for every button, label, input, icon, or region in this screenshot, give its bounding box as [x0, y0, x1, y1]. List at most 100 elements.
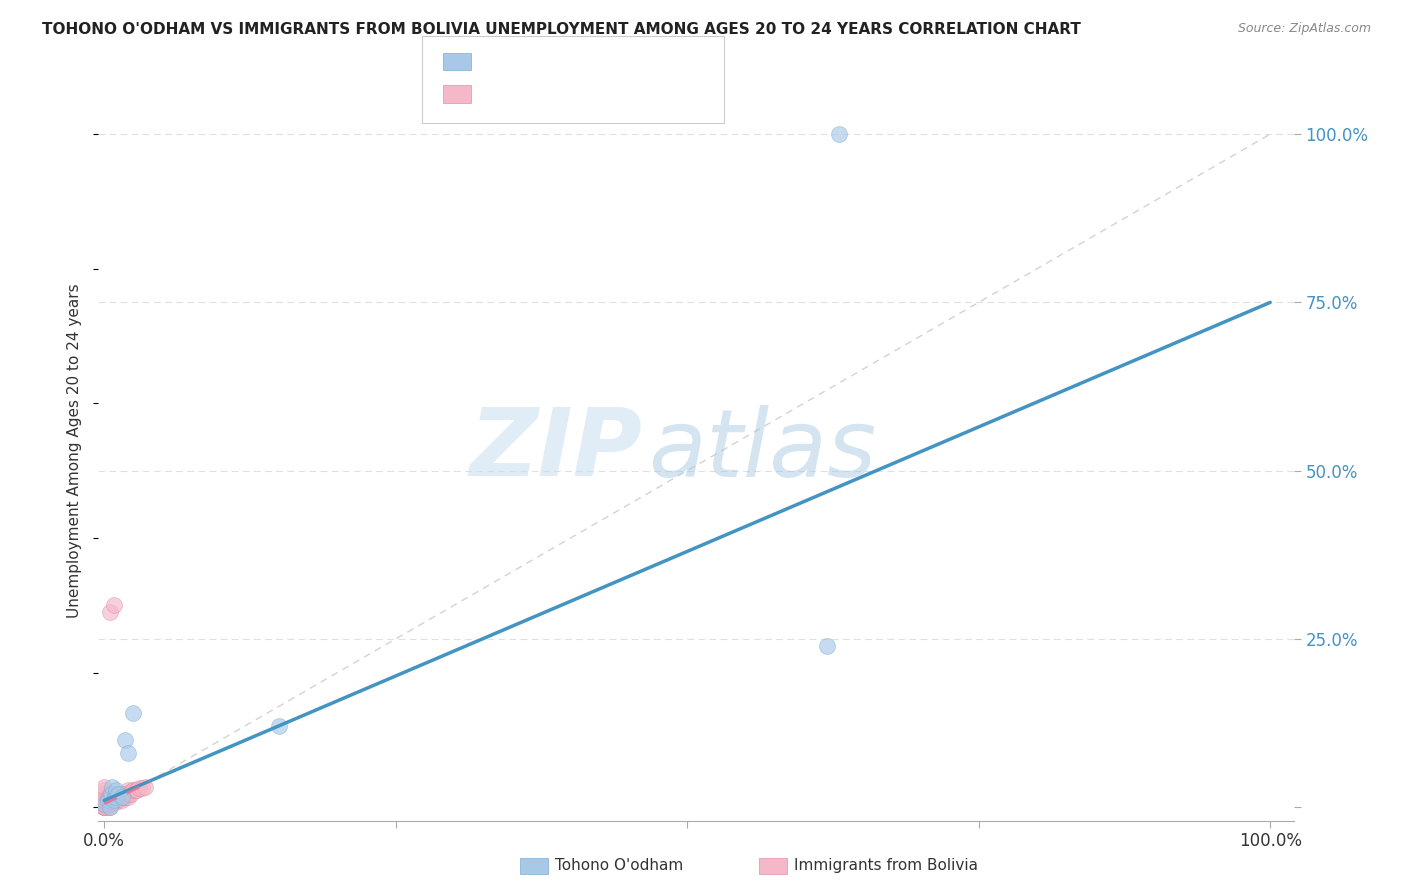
Point: [117, 787, 139, 801]
Point: [103, 792, 125, 806]
Point: [103, 793, 125, 807]
Point: [107, 793, 129, 807]
Point: [120, 787, 142, 801]
Point: [101, 788, 124, 802]
Point: [131, 781, 153, 796]
Point: [122, 706, 145, 720]
Point: [97, 793, 120, 807]
Text: R =: R =: [479, 87, 515, 101]
Point: [98, 787, 121, 801]
Point: [98, 797, 121, 811]
Point: [110, 792, 132, 806]
Point: [96, 793, 118, 807]
Point: [111, 787, 134, 801]
Text: TOHONO O'ODHAM VS IMMIGRANTS FROM BOLIVIA UNEMPLOYMENT AMONG AGES 20 TO 24 YEARS: TOHONO O'ODHAM VS IMMIGRANTS FROM BOLIVI…: [42, 22, 1081, 37]
Point: [815, 639, 838, 653]
Text: R =: R =: [479, 54, 515, 69]
Point: [93, 793, 115, 807]
Point: [97, 797, 120, 811]
Point: [100, 790, 122, 805]
Text: atlas: atlas: [648, 405, 876, 496]
Point: [828, 127, 851, 141]
Point: [93, 795, 115, 809]
Point: [104, 793, 127, 807]
Point: [93, 792, 115, 806]
Point: [96, 800, 118, 814]
Point: [114, 732, 136, 747]
Point: [101, 780, 124, 794]
Point: [93, 787, 115, 801]
Point: [98, 605, 121, 619]
Point: [117, 783, 139, 797]
Point: [108, 790, 131, 805]
Point: [104, 792, 127, 806]
Point: [97, 797, 120, 811]
Point: [117, 747, 139, 761]
Text: N =: N =: [581, 87, 617, 101]
Point: [134, 780, 156, 794]
Point: [118, 787, 141, 801]
Point: [97, 793, 120, 807]
Point: [98, 793, 121, 807]
Point: [115, 788, 138, 802]
Point: [114, 790, 136, 805]
Text: ZIP: ZIP: [470, 404, 643, 497]
Point: [103, 793, 125, 807]
Point: [108, 792, 131, 806]
Point: [111, 790, 134, 805]
Point: [101, 792, 124, 806]
Point: [93, 800, 115, 814]
Text: 77: 77: [612, 87, 634, 101]
Point: [128, 781, 150, 796]
Point: [125, 783, 148, 797]
Text: 0.414: 0.414: [509, 87, 560, 101]
Point: [93, 800, 115, 814]
Point: [93, 797, 115, 811]
Point: [107, 787, 129, 801]
Point: [104, 787, 127, 801]
Point: [98, 800, 121, 814]
Point: [117, 790, 139, 805]
Point: [101, 795, 124, 809]
Point: [107, 788, 129, 802]
Point: [98, 795, 121, 809]
Point: [112, 790, 135, 805]
Point: [100, 797, 122, 811]
Text: Tohono O'odham: Tohono O'odham: [555, 858, 683, 872]
Point: [100, 787, 122, 801]
Point: [93, 787, 115, 801]
Point: [97, 790, 120, 805]
Point: [93, 783, 115, 797]
Point: [98, 800, 121, 814]
Point: [93, 800, 115, 814]
Point: [93, 793, 115, 807]
Point: [122, 783, 145, 797]
Point: [112, 787, 135, 801]
Point: [93, 790, 115, 805]
Point: [93, 788, 115, 802]
Point: [104, 783, 127, 797]
Text: Immigrants from Bolivia: Immigrants from Bolivia: [794, 858, 979, 872]
Point: [93, 780, 115, 794]
Point: [104, 795, 127, 809]
Point: [104, 790, 127, 805]
Point: [111, 787, 134, 801]
Point: [103, 790, 125, 805]
Point: [93, 800, 115, 814]
Point: [98, 792, 121, 806]
Point: [97, 790, 120, 805]
Point: [93, 800, 115, 814]
Point: [125, 783, 148, 797]
Point: [104, 788, 127, 802]
Point: [107, 792, 129, 806]
Text: N =: N =: [581, 54, 617, 69]
Point: [93, 797, 115, 811]
Point: [104, 790, 127, 805]
Point: [93, 797, 115, 811]
Point: [93, 800, 115, 814]
Point: [111, 790, 134, 805]
Point: [111, 793, 134, 807]
Text: 16: 16: [612, 54, 634, 69]
Text: Source: ZipAtlas.com: Source: ZipAtlas.com: [1237, 22, 1371, 36]
Y-axis label: Unemployment Among Ages 20 to 24 years: Unemployment Among Ages 20 to 24 years: [67, 283, 83, 618]
